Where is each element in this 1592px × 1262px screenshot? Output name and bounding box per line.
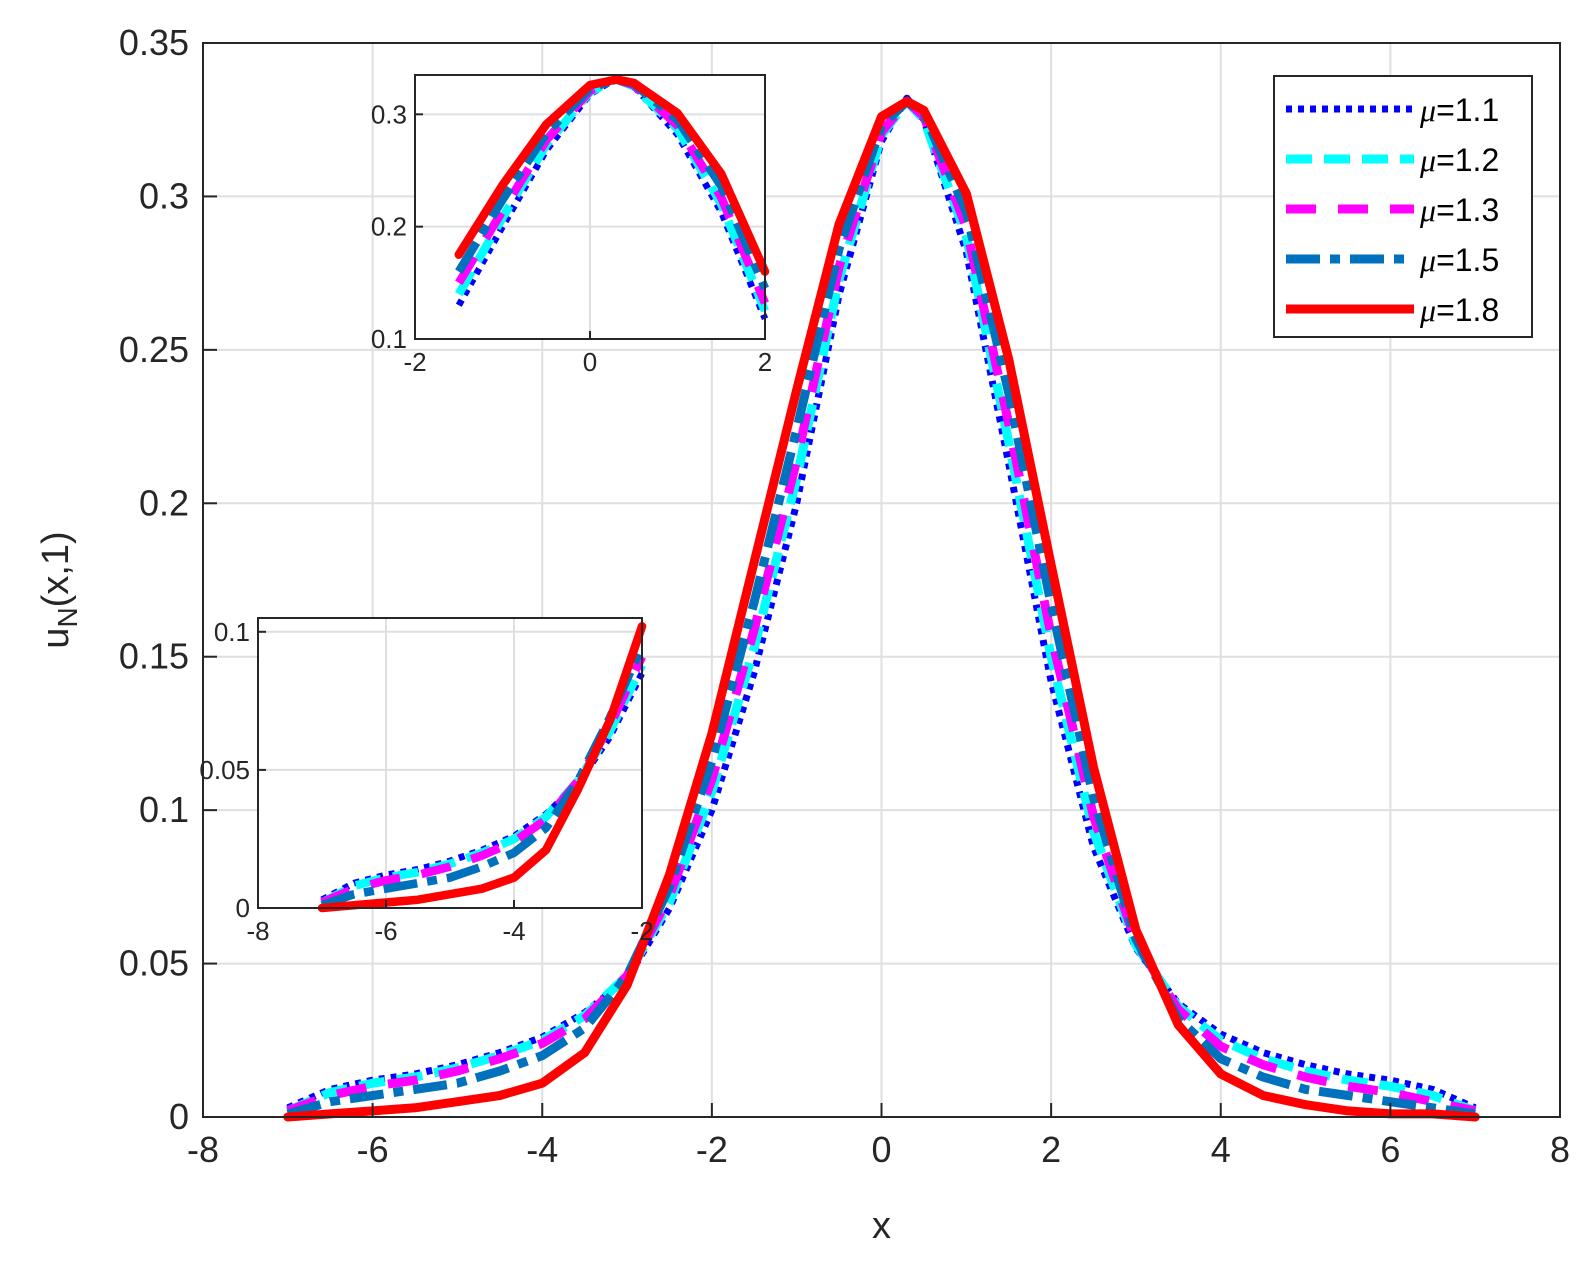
legend-mu-symbol: μ	[1419, 292, 1436, 328]
inset-tail-x-tick-label: -8	[246, 916, 269, 946]
y-axis-title: uN(x,1)	[35, 531, 83, 648]
inset-peak-x-tick-label: 0	[583, 347, 597, 377]
legend-value: =1.3	[1436, 192, 1499, 228]
main-series-solid-line	[283, 96, 1480, 1122]
main-y-tick-label: 0	[169, 1096, 189, 1137]
legend: μ=1.1μ=1.2μ=1.3μ=1.5μ=1.8	[1273, 75, 1533, 338]
main-y-tick-label: 0.05	[119, 943, 189, 984]
y-axis-title-base: u	[35, 628, 77, 649]
y-axis-title-subscript: N	[52, 607, 83, 627]
main-x-tick-label: 0	[871, 1129, 891, 1170]
legend-label: μ=1.3	[1419, 192, 1499, 228]
main-y-tick-label: 0.2	[139, 482, 189, 523]
legend-value: =1.2	[1436, 142, 1499, 178]
inset-peak-y-tick-label: 0.1	[371, 324, 407, 354]
main-y-tick-label: 0.1	[139, 789, 189, 830]
legend-label: μ=1.1	[1419, 92, 1499, 128]
main-y-tick-label: 0.3	[139, 175, 189, 216]
main-x-tick-label: 8	[1550, 1129, 1570, 1170]
inset-peak-y-tick-label: 0.3	[371, 99, 407, 129]
inset-tail-tick-labels: -8 -6 -4 -2 0 0.05 0.1	[199, 617, 653, 946]
legend-value: =1.1	[1436, 92, 1499, 128]
inset-peak-tick-labels: -2 0 2 0.1 0.2 0.3	[371, 99, 772, 377]
main-x-tick-label: 6	[1380, 1129, 1400, 1170]
inset-peak-axes: -2 0 2 0.1 0.2 0.3	[371, 74, 772, 377]
inset-peak-series-dashdot-line	[455, 75, 769, 291]
legend-mu-symbol: μ	[1419, 142, 1436, 178]
main-tick-labels: -8 -6 -4 -2 0 2 4 6 8 0 0.05 0.1 0.15 0.2 0.25 0.3 0.35	[119, 22, 1570, 1170]
main-x-tick-label: 4	[1211, 1129, 1231, 1170]
inset-peak-series-group	[454, 75, 770, 321]
legend-label: μ=1.8	[1419, 292, 1499, 328]
legend-items: μ=1.1μ=1.2μ=1.3μ=1.5μ=1.8	[1286, 92, 1499, 328]
inset-tail-y-tick-label: 0.1	[214, 617, 250, 647]
legend-label: μ=1.5	[1419, 242, 1499, 278]
inset-tail-series-group	[317, 622, 647, 913]
legend-mu-symbol: μ	[1419, 192, 1436, 228]
inset-tail-y-tick-label: 0.05	[199, 755, 250, 785]
inset-tail-x-tick-label: -4	[502, 916, 525, 946]
legend-label: μ=1.2	[1419, 142, 1499, 178]
inset-peak-x-tick-label: -2	[403, 347, 426, 377]
main-x-tick-label: -4	[526, 1129, 558, 1170]
inset-tail-x-tick-label: -6	[374, 916, 397, 946]
main-y-tick-label: 0.15	[119, 636, 189, 677]
main-x-tick-label: -6	[357, 1129, 389, 1170]
inset-peak-series-solid-line	[454, 75, 770, 276]
x-axis-title: x	[872, 1205, 891, 1247]
main-x-tick-label: 2	[1041, 1129, 1061, 1170]
legend-value: =1.5	[1436, 242, 1499, 278]
main-x-tick-label: -8	[187, 1129, 219, 1170]
main-y-tick-label: 0.35	[119, 22, 189, 63]
inset-tail-axes: -8 -6 -4 -2 0 0.05 0.1	[199, 617, 653, 946]
inset-peak-y-tick-label: 0.2	[371, 212, 407, 242]
main-series-group	[283, 94, 1480, 1122]
inset-tail-series-solid-line	[317, 622, 647, 913]
legend-mu-symbol: μ	[1419, 242, 1436, 278]
legend-mu-symbol: μ	[1419, 92, 1436, 128]
inset-tail-y-tick-label: 0	[236, 893, 250, 923]
y-axis-title-rest: (x,1)	[35, 531, 77, 607]
inset-tail-x-tick-label: -2	[630, 916, 653, 946]
inset-tail-frame	[257, 617, 643, 909]
inset-peak-x-tick-label: 2	[758, 347, 772, 377]
legend-value: =1.8	[1436, 292, 1499, 328]
main-y-tick-label: 0.25	[119, 329, 189, 370]
main-x-tick-label: -2	[696, 1129, 728, 1170]
